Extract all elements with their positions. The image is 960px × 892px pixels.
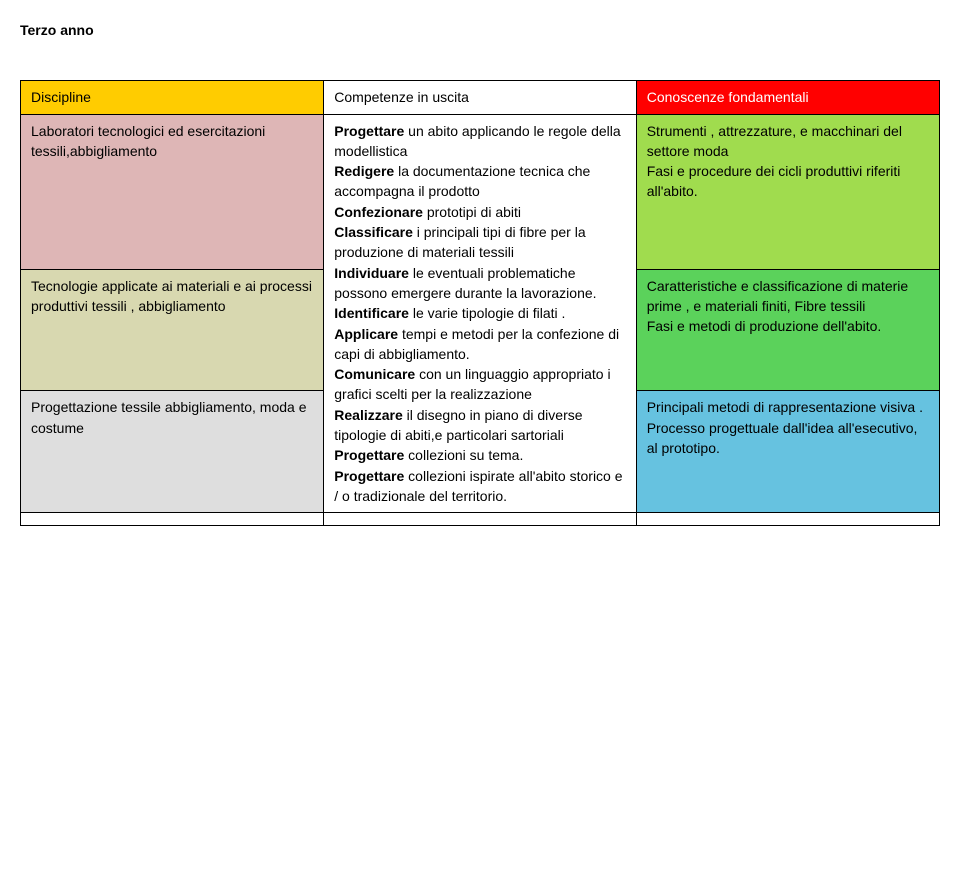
header-competenze: Competenze in uscita bbox=[324, 81, 636, 114]
cell-conoscenze: Caratteristiche e classificazione di mat… bbox=[636, 269, 939, 391]
cell-empty bbox=[636, 513, 939, 526]
header-discipline: Discipline bbox=[21, 81, 324, 114]
page-title: Terzo anno bbox=[20, 20, 940, 40]
cell-conoscenze: Strumenti , attrezzature, e macchinari d… bbox=[636, 114, 939, 269]
cell-conoscenze: Principali metodi di rappresentazione vi… bbox=[636, 391, 939, 513]
cell-competenze: Progettare un abito applicando le regole… bbox=[324, 114, 636, 513]
cell-empty bbox=[21, 513, 324, 526]
cell-discipline: Tecnologie applicate ai materiali e ai p… bbox=[21, 269, 324, 391]
cell-discipline: Progettazione tessile abbigliamento, mod… bbox=[21, 391, 324, 513]
cell-discipline: Laboratori tecnologici ed esercitazioni … bbox=[21, 114, 324, 269]
table-row bbox=[21, 513, 940, 526]
header-conoscenze: Conoscenze fondamentali bbox=[636, 81, 939, 114]
table-header-row: Discipline Competenze in uscita Conoscen… bbox=[21, 81, 940, 114]
cell-empty bbox=[324, 513, 636, 526]
curriculum-table: Discipline Competenze in uscita Conoscen… bbox=[20, 80, 940, 526]
table-row: Laboratori tecnologici ed esercitazioni … bbox=[21, 114, 940, 269]
